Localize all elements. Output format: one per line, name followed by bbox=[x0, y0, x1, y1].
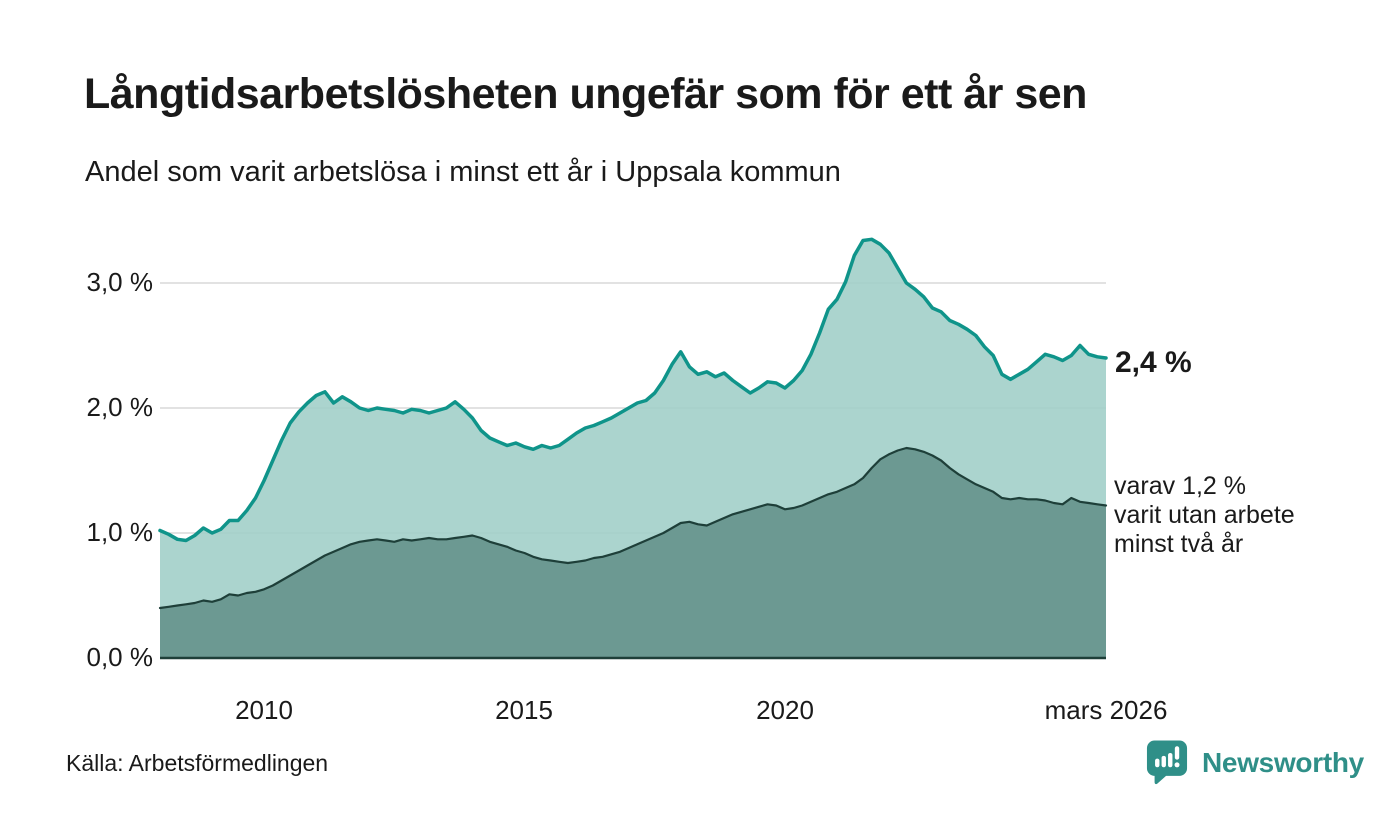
source-note: Källa: Arbetsförmedlingen bbox=[66, 750, 329, 776]
y-axis-label-2: 2,0 % bbox=[86, 391, 154, 422]
annotation-breakdown-line-1: varav 1,2 % bbox=[1114, 472, 1247, 500]
y-axis-label-1: 1,0 % bbox=[86, 516, 154, 547]
page-subtitle: Andel som varit arbetslösa i minst ett å… bbox=[85, 156, 841, 188]
annotation-latest-value: 2,4 % bbox=[1115, 346, 1192, 379]
x-axis-label-latest: mars 2026 bbox=[1044, 695, 1168, 725]
page-title: Långtidsarbetslösheten ungefär som för e… bbox=[84, 70, 1087, 118]
annotation-breakdown-line-2: varit utan arbete bbox=[1114, 501, 1295, 529]
annotation-breakdown: varav 1,2 % varit utan arbete minst två … bbox=[1114, 472, 1295, 559]
newsworthy-logo-icon bbox=[1146, 739, 1188, 786]
y-axis-label-3: 3,0 % bbox=[86, 266, 154, 297]
y-axis-label-0: 0,0 % bbox=[86, 641, 154, 672]
x-axis-label-2015: 2015 bbox=[495, 695, 553, 725]
annotation-breakdown-line-3: minst två år bbox=[1114, 530, 1244, 558]
x-axis-label-2010: 2010 bbox=[235, 695, 293, 725]
newsworthy-logo: Newsworthy bbox=[1146, 739, 1364, 786]
x-axis-label-2020: 2020 bbox=[756, 695, 814, 725]
newsworthy-logo-text: Newsworthy bbox=[1202, 746, 1364, 778]
